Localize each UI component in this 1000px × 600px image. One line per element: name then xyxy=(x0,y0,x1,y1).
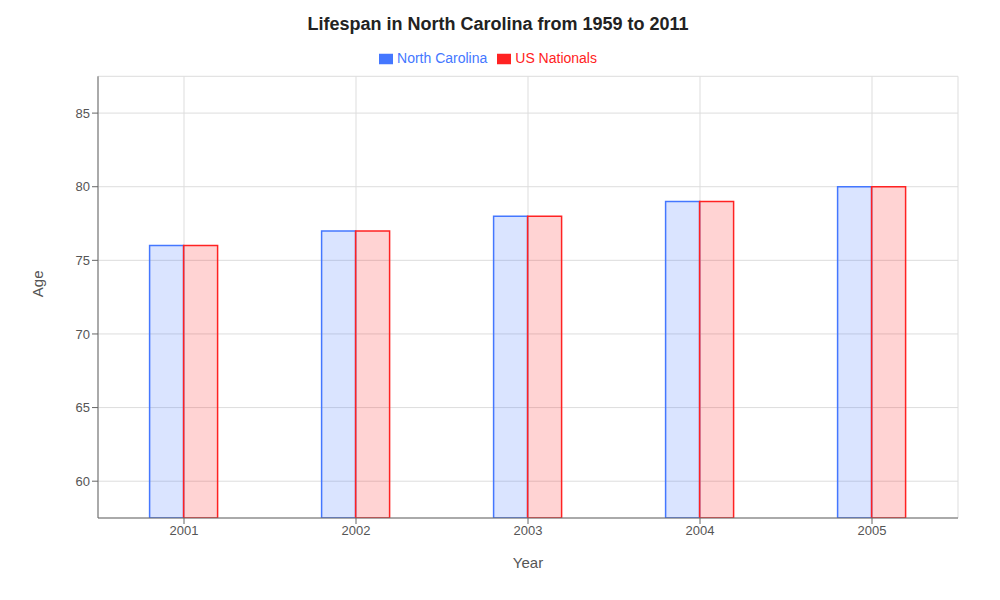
svg-text:Age: Age xyxy=(29,270,46,297)
svg-text:2003: 2003 xyxy=(514,523,543,538)
svg-text:2005: 2005 xyxy=(858,523,887,538)
svg-text:Year: Year xyxy=(513,554,543,571)
html-text:North Carolina: North Carolina xyxy=(397,50,488,66)
svg-text:2004: 2004 xyxy=(686,523,715,538)
svg-text:65: 65 xyxy=(76,400,90,415)
svg-text:2002: 2002 xyxy=(342,523,371,538)
html-text:Lifespan in North Carolina fro: Lifespan in North Carolina from 1959 to … xyxy=(307,14,689,34)
svg-text:80: 80 xyxy=(76,179,90,194)
svg-text:85: 85 xyxy=(76,106,90,121)
html-text:US Nationals: US Nationals xyxy=(515,50,597,66)
svg-text:70: 70 xyxy=(76,327,90,342)
svg-text:2001: 2001 xyxy=(170,523,199,538)
svg-text:60: 60 xyxy=(76,474,90,489)
svg-text:75: 75 xyxy=(76,253,90,268)
